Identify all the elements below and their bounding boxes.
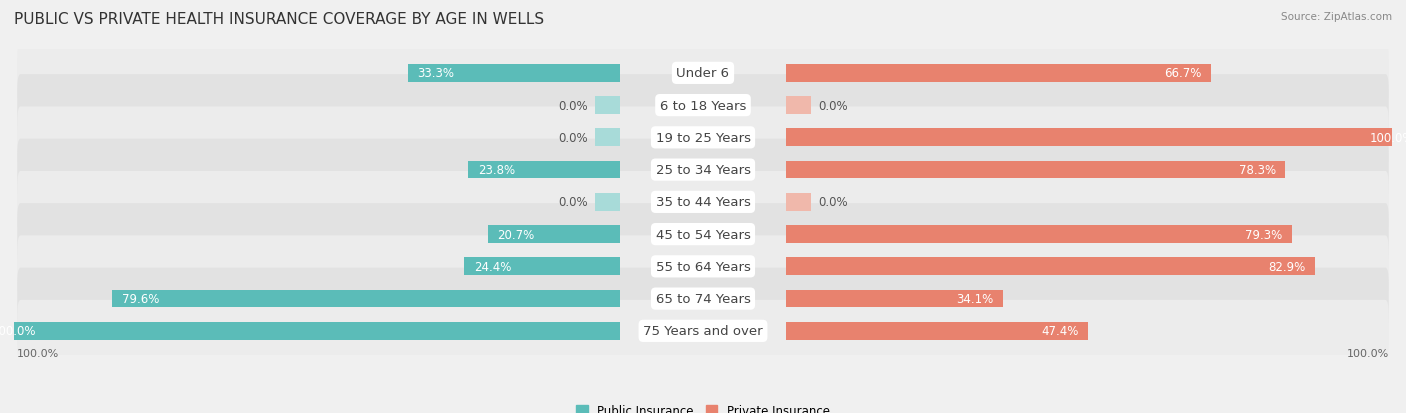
- FancyBboxPatch shape: [17, 171, 1389, 233]
- Text: 79.3%: 79.3%: [1244, 228, 1282, 241]
- Bar: [595, 194, 620, 211]
- Text: 19 to 25 Years: 19 to 25 Years: [655, 132, 751, 145]
- Text: 23.8%: 23.8%: [478, 164, 515, 177]
- Bar: [786, 225, 1292, 243]
- Text: 79.6%: 79.6%: [122, 292, 159, 305]
- Text: 0.0%: 0.0%: [558, 100, 588, 112]
- Bar: [0, 322, 620, 340]
- Bar: [595, 129, 620, 147]
- Text: 0.0%: 0.0%: [818, 196, 848, 209]
- FancyBboxPatch shape: [17, 204, 1389, 266]
- Bar: [468, 161, 620, 179]
- Bar: [786, 65, 1212, 83]
- Text: PUBLIC VS PRIVATE HEALTH INSURANCE COVERAGE BY AGE IN WELLS: PUBLIC VS PRIVATE HEALTH INSURANCE COVER…: [14, 12, 544, 27]
- Bar: [786, 322, 1088, 340]
- Text: 78.3%: 78.3%: [1239, 164, 1275, 177]
- FancyBboxPatch shape: [17, 268, 1389, 330]
- FancyBboxPatch shape: [17, 236, 1389, 298]
- Text: 45 to 54 Years: 45 to 54 Years: [655, 228, 751, 241]
- Text: 25 to 34 Years: 25 to 34 Years: [655, 164, 751, 177]
- FancyBboxPatch shape: [17, 43, 1389, 104]
- Text: 82.9%: 82.9%: [1268, 260, 1305, 273]
- Text: 0.0%: 0.0%: [558, 132, 588, 145]
- Text: 0.0%: 0.0%: [558, 196, 588, 209]
- Text: 65 to 74 Years: 65 to 74 Years: [655, 292, 751, 305]
- Text: 0.0%: 0.0%: [818, 100, 848, 112]
- Bar: [595, 97, 620, 115]
- FancyBboxPatch shape: [17, 139, 1389, 201]
- Bar: [786, 161, 1285, 179]
- Bar: [786, 194, 811, 211]
- Text: 24.4%: 24.4%: [474, 260, 512, 273]
- Text: Source: ZipAtlas.com: Source: ZipAtlas.com: [1281, 12, 1392, 22]
- Bar: [786, 129, 1406, 147]
- Text: 100.0%: 100.0%: [1369, 132, 1406, 145]
- Bar: [112, 290, 620, 308]
- Bar: [408, 65, 620, 83]
- Text: 6 to 18 Years: 6 to 18 Years: [659, 100, 747, 112]
- FancyBboxPatch shape: [17, 107, 1389, 169]
- Text: 35 to 44 Years: 35 to 44 Years: [655, 196, 751, 209]
- Text: 34.1%: 34.1%: [956, 292, 994, 305]
- Legend: Public Insurance, Private Insurance: Public Insurance, Private Insurance: [576, 404, 830, 413]
- Text: 66.7%: 66.7%: [1164, 67, 1202, 80]
- Text: 100.0%: 100.0%: [0, 325, 37, 337]
- Bar: [786, 258, 1315, 275]
- Text: 47.4%: 47.4%: [1042, 325, 1078, 337]
- Text: 75 Years and over: 75 Years and over: [643, 325, 763, 337]
- Text: 100.0%: 100.0%: [17, 348, 59, 358]
- Bar: [786, 290, 1004, 308]
- Bar: [786, 97, 811, 115]
- FancyBboxPatch shape: [17, 75, 1389, 137]
- Text: 100.0%: 100.0%: [1347, 348, 1389, 358]
- Text: 55 to 64 Years: 55 to 64 Years: [655, 260, 751, 273]
- Text: 33.3%: 33.3%: [418, 67, 454, 80]
- Text: 20.7%: 20.7%: [498, 228, 534, 241]
- Bar: [488, 225, 620, 243]
- FancyBboxPatch shape: [17, 300, 1389, 362]
- Text: Under 6: Under 6: [676, 67, 730, 80]
- Bar: [464, 258, 620, 275]
